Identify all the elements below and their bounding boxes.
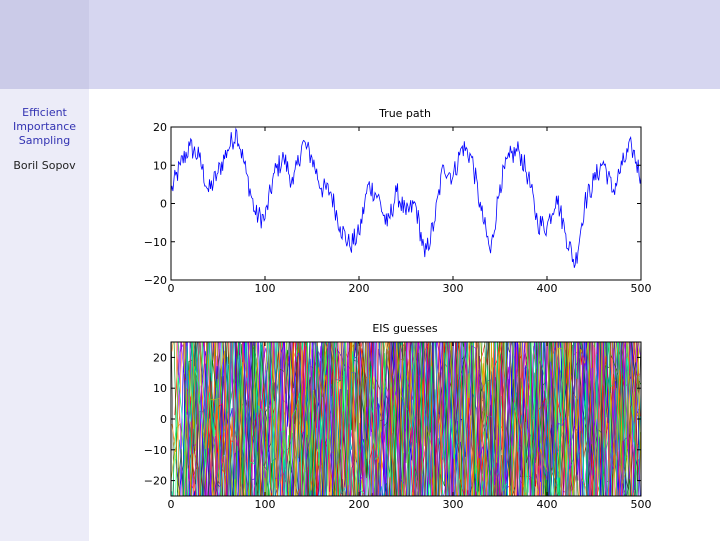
eis-guess-line (171, 342, 639, 496)
x-tick-label: 400 (537, 282, 558, 295)
eis-guess-line (183, 342, 640, 496)
header-logo-area (0, 0, 89, 89)
plot-frame (170, 126, 642, 281)
eis-guess-line (184, 342, 641, 496)
chart-title: EIS guesses (372, 322, 438, 335)
x-tick-label: 300 (443, 498, 464, 511)
y-tick-label: 10 (153, 159, 167, 172)
true-path-chart: True path 0 100 200 300 400 500 −20 −10 0 10 20 (144, 107, 652, 295)
sidebar-author: Boril Sopov (13, 159, 76, 172)
x-tick-label: 200 (349, 282, 370, 295)
eis-guess-line (173, 342, 641, 496)
eis-guess-line (183, 342, 637, 496)
sidebar-title-link[interactable]: Efficient Importance Sampling (12, 106, 77, 147)
true-path-line (170, 127, 642, 268)
x-tick-label: 0 (168, 282, 175, 295)
chart-title: True path (378, 107, 431, 120)
x-tick-label: 500 (631, 498, 652, 511)
y-tick-label: −20 (144, 475, 167, 488)
y-tick-label: −20 (144, 274, 167, 287)
eis-guess-line (185, 342, 641, 496)
x-tick-label: 100 (255, 282, 276, 295)
eis-guess-line (175, 342, 639, 496)
y-tick-label: 0 (160, 198, 167, 211)
eis-guess-line (178, 342, 638, 496)
y-tick-label: −10 (144, 444, 167, 457)
x-tick-label: 500 (631, 282, 652, 295)
header-bar (0, 0, 720, 89)
y-tick-label: −10 (144, 236, 167, 249)
eis-guess-line (187, 342, 640, 496)
y-tick-label: 10 (153, 382, 167, 395)
x-tick-label: 100 (255, 498, 276, 511)
x-tick-label: 0 (168, 498, 175, 511)
y-tick-label: 20 (153, 351, 167, 364)
x-tick-label: 200 (349, 498, 370, 511)
x-tick-label: 300 (443, 282, 464, 295)
eis-guess-line (185, 342, 641, 496)
y-tick-label: 20 (153, 121, 167, 134)
eis-guesses-chart: EIS guesses 0 100 200 300 400 500 −20 −10 0 10 20 (144, 322, 652, 511)
sidebar (0, 89, 89, 541)
x-tick-label: 400 (537, 498, 558, 511)
y-tick-label: 0 (160, 413, 167, 426)
